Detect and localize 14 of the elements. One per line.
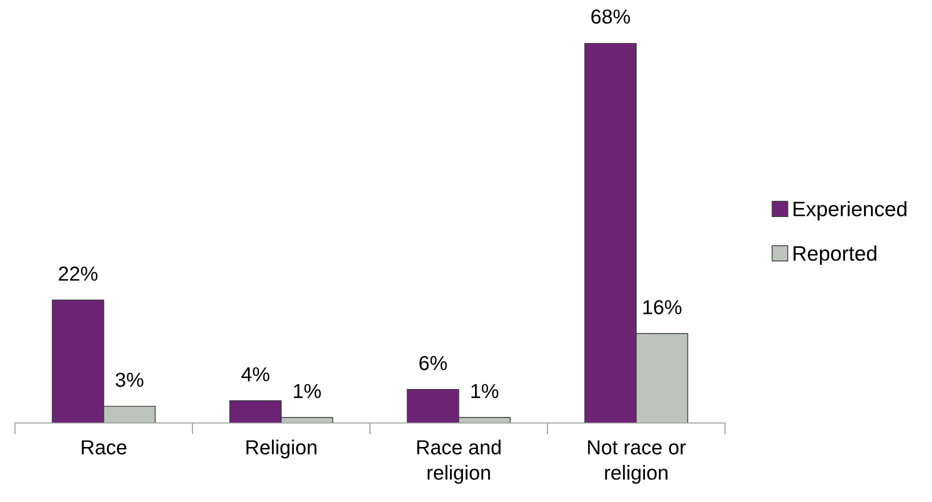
x-tick-label: Race	[82, 440, 126, 454]
legend-label: Reported	[794, 246, 876, 265]
data-label: 68%	[591, 9, 630, 24]
data-label: 16%	[643, 300, 682, 314]
data-label: 6%	[419, 356, 447, 370]
legend-label: Experienced	[794, 201, 906, 220]
data-label: 1%	[294, 384, 321, 398]
data-label: 4%	[241, 367, 270, 382]
data-label: 1%	[471, 384, 498, 398]
x-tick-label: Not race or religion	[588, 440, 686, 484]
x-tick-label: Race and religion	[417, 440, 501, 484]
x-tick-label: Religion	[246, 440, 316, 458]
data-label: 22%	[58, 266, 98, 281]
data-label: 3%	[116, 372, 144, 387]
